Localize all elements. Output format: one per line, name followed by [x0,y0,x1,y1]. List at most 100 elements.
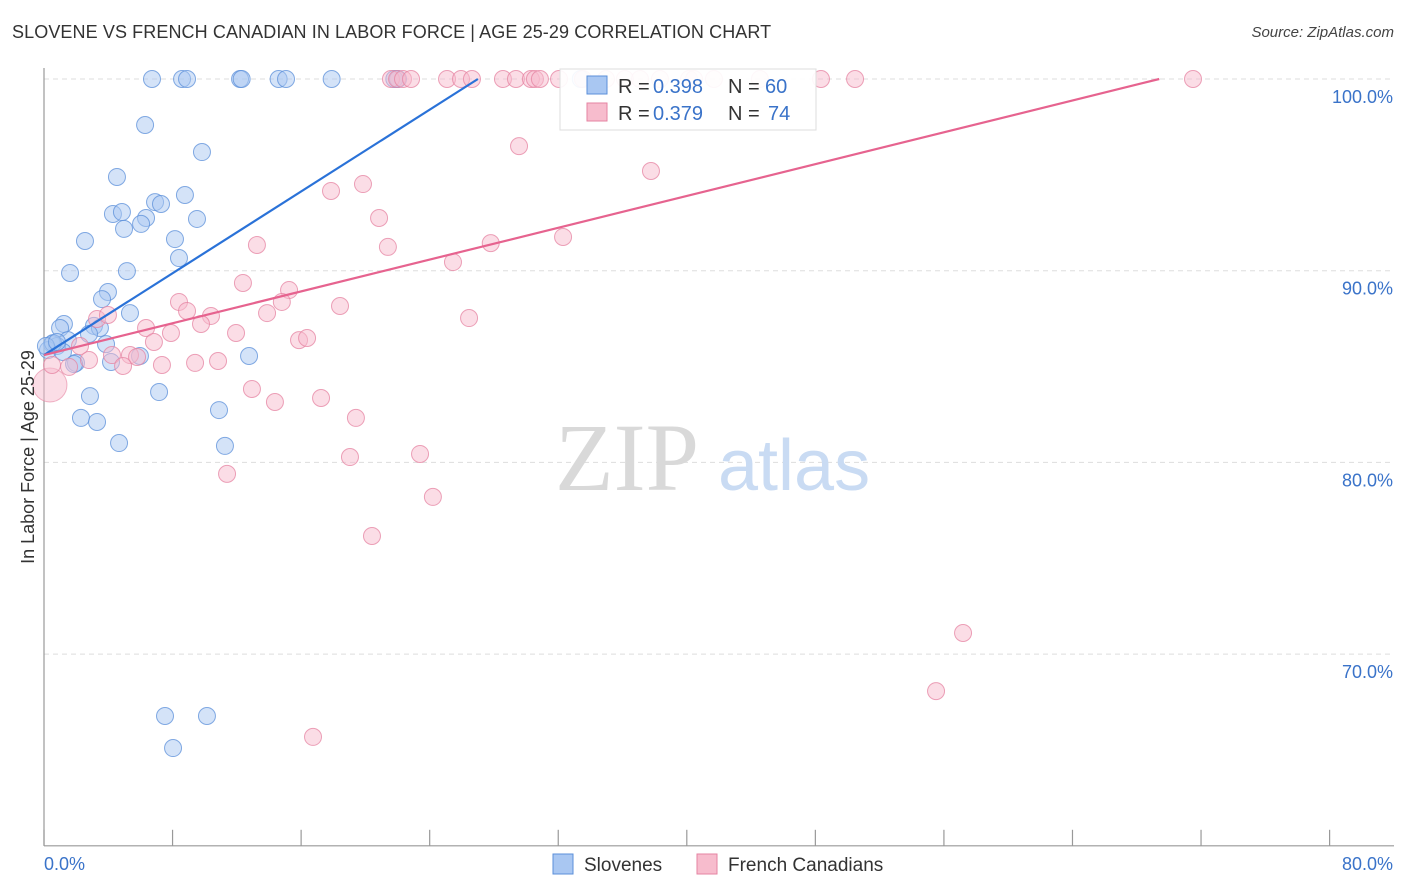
y-tick-labels: 100.0% 90.0% 80.0% 70.0% [1332,87,1393,682]
legend-n-value: 60 [765,76,787,98]
slovene-point [61,264,80,283]
french-canadian-point [378,237,397,256]
slovene-point [165,230,184,249]
legend-n-label: N = [728,76,760,98]
legend-r-label: R = [618,103,650,125]
french-canadian-point [304,727,323,746]
slovene-point [136,116,155,135]
slovene-point [112,203,131,222]
slovene-point [71,408,90,427]
legend-r-label: R = [618,76,650,98]
french-canadian-point [641,162,660,181]
french-canadian-point [114,356,133,375]
y-tick-label: 90.0% [1342,279,1393,299]
legend-swatch-french-canadians [586,102,608,122]
french-canadian-point [144,333,163,352]
slovene-point [156,707,175,726]
french-canadian-point [510,137,529,156]
slovene-point [120,304,139,323]
french-canadian-point [370,208,389,227]
slovene-point [240,347,259,366]
bottom-legend-swatch-slovenes [552,853,574,875]
french-canadian-point [322,181,341,200]
slovene-point [215,436,234,455]
gridlines [44,78,1394,655]
french-canadian-point [258,304,277,323]
slovene-point [132,214,151,233]
slovene-point [117,262,136,281]
slovene-point [197,707,216,726]
y-tick-label: 70.0% [1342,662,1393,682]
slovene-trend-line [43,78,479,356]
french-canadian-point [402,70,421,88]
y-axis-label: In Labor Force | Age 25-29 [18,350,38,564]
french-canadian-point [43,356,62,375]
slovene-point [277,70,296,88]
french-canadian-point [331,296,350,315]
french-canadian-point [218,464,237,483]
french-canadian-point [340,448,359,467]
chart-title: SLOVENE VS FRENCH CANADIAN IN LABOR FORC… [12,22,772,42]
french-canadian-point [227,324,246,343]
legend-n-label: N = [728,103,760,125]
french-canadian-point [265,393,284,412]
french-canadian-point [242,379,261,398]
french-canadian-point [102,346,121,365]
slovene-point [93,290,112,309]
legend-r-value: 0.379 [653,103,703,125]
x-tick-label-min: 0.0% [44,854,85,874]
french-canadian-point [846,70,865,88]
french-canadian-point [128,347,147,366]
french-canadian-point [60,357,79,376]
french-canadian-point [411,444,430,463]
french-canadian-point [353,175,372,194]
slovene-point [150,383,169,402]
legend-swatch-slovenes [586,75,608,95]
chart-source: Source: ZipAtlas.com [1251,24,1394,41]
slovene-point [175,185,194,204]
slovene-point [192,143,211,162]
slovene-point [142,70,161,88]
bottom-legend-label-slovenes: Slovenes [584,855,662,876]
french-canadian-point [186,353,205,372]
slovene-point [80,387,99,406]
french-canadian-point [298,328,317,347]
french-canadian-point [233,273,252,292]
legend-r-value: 0.398 [653,76,703,98]
french-canadian-point [530,70,549,88]
slovene-point [178,70,197,88]
slovene-point [115,219,134,238]
slovene-point [107,167,126,186]
legend-box: R = 0.398 N = 60 R = 0.379 N = 74 [559,68,817,131]
bottom-legend-label-french-canadians: French Canadians [728,855,883,876]
french-canadian-point [462,70,481,88]
french-canadian-point [346,408,365,427]
french-canadian-point [79,351,98,370]
slovene-point [151,194,170,213]
watermark: ZIP atlas [555,404,870,511]
french-canadian-point [423,487,442,506]
legend-n-value: 74 [768,103,790,125]
svg-text:ZIP: ZIP [555,404,699,511]
slovene-point [322,70,341,88]
bottom-legend: Slovenes French Canadians [552,853,883,876]
french-canadian-point [1184,70,1203,88]
slovene-point [164,739,183,758]
french-canadian-point [554,227,573,246]
y-tick-label: 80.0% [1342,470,1393,490]
slovene-point [187,209,206,228]
slovene-point [169,249,188,268]
french-canadian-point [927,682,946,701]
french-canadian-point [312,388,331,407]
slovene-point [110,434,129,453]
french-canadian-point [161,324,180,343]
french-canadian-point [362,527,381,546]
french-canadian-point [209,351,228,370]
slovene-point [75,231,94,250]
slovene-point [210,401,229,420]
slovene-point [88,412,107,431]
axes [43,68,1394,847]
bottom-legend-swatch-french-canadians [696,853,718,875]
y-tick-label: 100.0% [1332,87,1393,107]
